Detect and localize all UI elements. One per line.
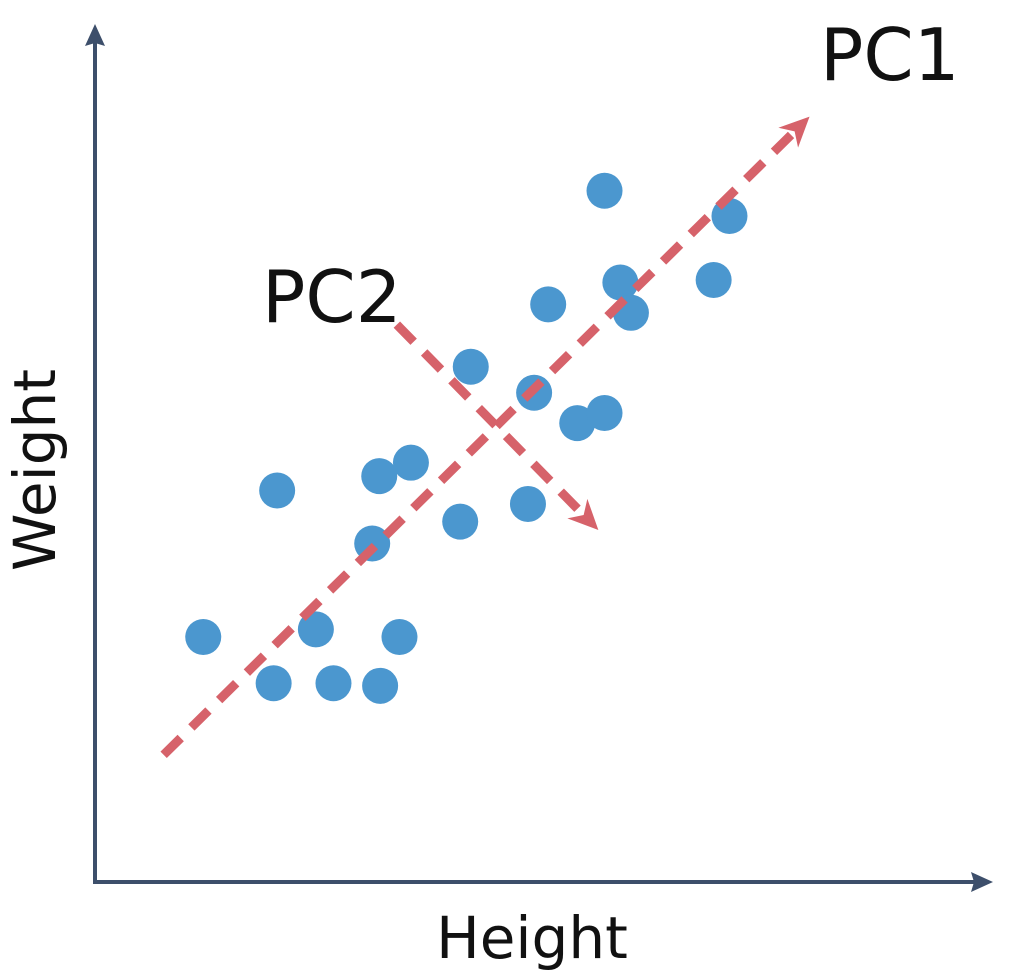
x-axis-label: Height bbox=[436, 904, 628, 972]
data-point bbox=[452, 348, 489, 385]
data-point bbox=[185, 618, 222, 655]
data-point bbox=[361, 458, 398, 495]
data-point bbox=[255, 665, 292, 702]
x-axis-arrowhead bbox=[971, 872, 993, 892]
pc1-arrowhead bbox=[778, 116, 810, 148]
pc1-arrow-line bbox=[160, 131, 795, 759]
axes bbox=[85, 24, 993, 892]
principal-components: PC1 PC2 bbox=[160, 13, 960, 759]
data-point bbox=[509, 485, 546, 522]
pc2-arrow-line bbox=[393, 321, 584, 515]
pc2-label: PC2 bbox=[262, 255, 402, 339]
data-point bbox=[586, 395, 623, 432]
pc1-label: PC1 bbox=[820, 13, 960, 97]
data-point bbox=[559, 405, 596, 442]
y-axis-label: Weight bbox=[1, 369, 69, 571]
data-point bbox=[362, 667, 399, 704]
data-point bbox=[381, 618, 418, 655]
data-point bbox=[695, 261, 732, 298]
pc2-arrowhead bbox=[567, 498, 599, 531]
y-axis-arrowhead bbox=[85, 24, 105, 46]
data-points bbox=[185, 172, 748, 704]
data-point bbox=[392, 444, 429, 481]
data-point bbox=[442, 503, 479, 540]
data-point bbox=[530, 286, 567, 323]
data-point bbox=[259, 472, 296, 509]
data-point bbox=[602, 264, 639, 301]
data-point bbox=[297, 611, 334, 648]
data-point bbox=[586, 172, 623, 209]
data-point bbox=[315, 665, 352, 702]
